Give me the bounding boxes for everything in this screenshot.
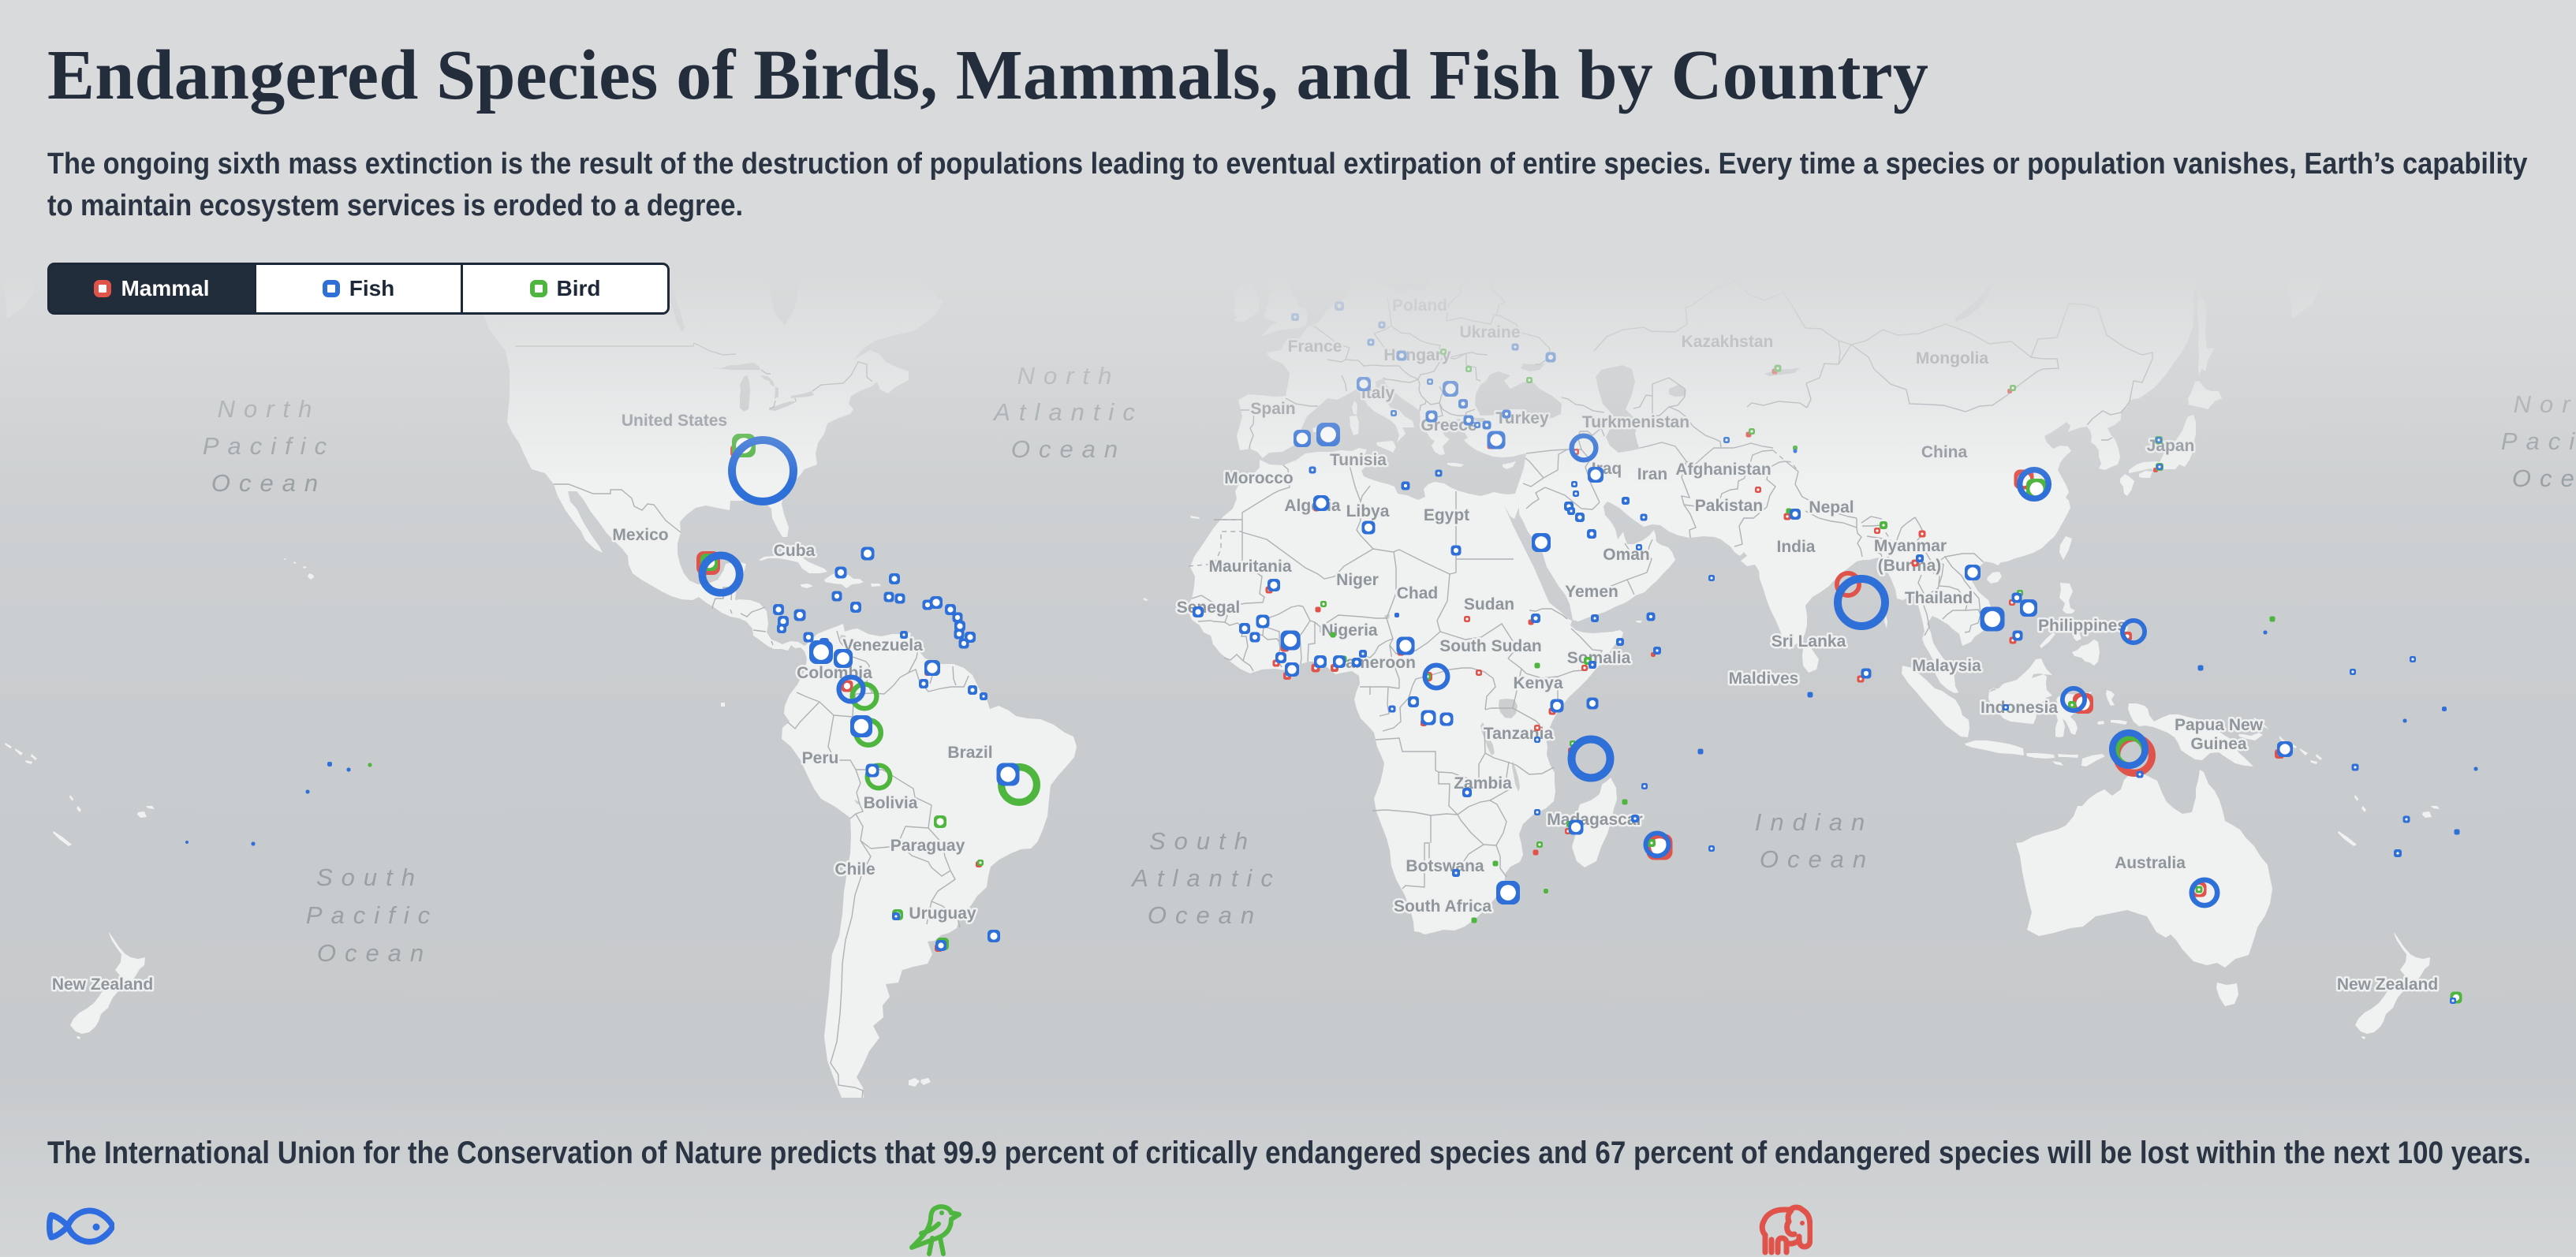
svg-text:New Zealand: New Zealand: [52, 975, 153, 994]
svg-text:Bolivia: Bolivia: [864, 794, 918, 812]
svg-text:Egypt: Egypt: [1424, 506, 1469, 524]
svg-text:South: South: [1149, 827, 1256, 855]
svg-text:Paraguay: Paraguay: [890, 837, 965, 855]
svg-text:Uruguay: Uruguay: [909, 905, 976, 923]
svg-text:(Burma): (Burma): [1878, 557, 1942, 575]
svg-text:Nepal: Nepal: [1809, 498, 1854, 517]
svg-text:Sri Lanka: Sri Lanka: [1771, 632, 1846, 651]
svg-text:Papua New: Papua New: [2175, 716, 2264, 734]
svg-text:Cuba: Cuba: [774, 542, 816, 560]
svg-text:Ocean: Ocean: [1760, 845, 1875, 873]
svg-text:Indian: Indian: [1755, 808, 1873, 836]
svg-text:Thailand: Thailand: [1905, 589, 1973, 607]
svg-text:Ocean: Ocean: [1148, 901, 1263, 929]
svg-text:Mexico: Mexico: [612, 526, 668, 544]
svg-text:Atlantic: Atlantic: [1130, 864, 1282, 892]
svg-text:Myanmar: Myanmar: [1874, 537, 1947, 555]
svg-text:Malaysia: Malaysia: [1912, 657, 1981, 675]
svg-text:Kenya: Kenya: [1513, 674, 1562, 692]
svg-text:Guinea: Guinea: [2190, 735, 2247, 753]
svg-text:Pakistan: Pakistan: [1695, 497, 1763, 515]
svg-text:Chad: Chad: [1397, 584, 1439, 602]
svg-text:Brazil: Brazil: [947, 744, 992, 762]
svg-text:South Africa: South Africa: [1394, 897, 1491, 916]
svg-text:Nigeria: Nigeria: [1321, 621, 1378, 640]
svg-text:Sudan: Sudan: [1464, 595, 1514, 614]
svg-text:South: South: [316, 863, 424, 891]
svg-text:Niger: Niger: [1336, 571, 1379, 589]
svg-text:Somalia: Somalia: [1567, 649, 1631, 667]
svg-text:South Sudan: South Sudan: [1439, 637, 1542, 655]
svg-text:Pacific: Pacific: [306, 901, 439, 929]
svg-text:Ocean: Ocean: [317, 939, 432, 967]
svg-text:Madagascar: Madagascar: [1547, 811, 1642, 829]
svg-text:Indonesia: Indonesia: [1981, 699, 2058, 717]
svg-text:Senegal: Senegal: [1177, 599, 1241, 617]
svg-text:Yemen: Yemen: [1565, 583, 1618, 601]
svg-text:Chile: Chile: [834, 860, 875, 878]
svg-text:Algeria: Algeria: [1284, 497, 1341, 515]
svg-text:Botswana: Botswana: [1406, 857, 1484, 875]
svg-text:India: India: [1776, 538, 1815, 556]
svg-text:Mauritania: Mauritania: [1208, 558, 1291, 576]
svg-text:Venezuela: Venezuela: [842, 636, 923, 655]
svg-text:Libya: Libya: [1346, 502, 1390, 520]
svg-text:Tanzania: Tanzania: [1484, 725, 1554, 743]
svg-text:Peru: Peru: [802, 749, 839, 767]
svg-text:Oman: Oman: [1603, 546, 1650, 564]
svg-text:Maldives: Maldives: [1729, 670, 1799, 688]
svg-text:Australia: Australia: [2115, 854, 2186, 872]
svg-text:Philippines: Philippines: [2038, 617, 2126, 635]
svg-text:New Zealand: New Zealand: [2337, 975, 2438, 994]
